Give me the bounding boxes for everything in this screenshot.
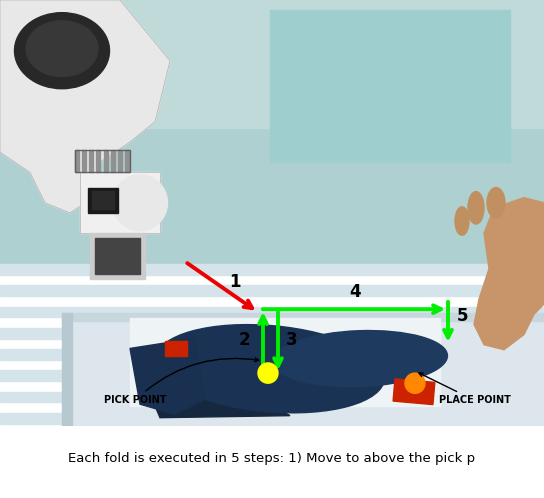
Bar [89, 150, 93, 172]
Ellipse shape [468, 192, 484, 224]
Bar [130, 318, 440, 405]
Polygon shape [474, 198, 544, 350]
Bar [62, 313, 72, 426]
Text: 2: 2 [238, 331, 250, 349]
Circle shape [258, 363, 278, 383]
Bar [90, 233, 145, 279]
Bar [0, 349, 544, 360]
Text: PICK POINT: PICK POINT [104, 358, 259, 405]
Bar [75, 150, 130, 172]
Ellipse shape [26, 21, 98, 77]
Bar [80, 172, 160, 233]
Text: 4: 4 [349, 283, 361, 301]
Text: PLACE POINT: PLACE POINT [419, 373, 511, 405]
Bar [0, 264, 544, 274]
Bar [0, 392, 544, 402]
Polygon shape [130, 338, 205, 414]
Bar [0, 328, 544, 339]
Text: 1: 1 [229, 273, 241, 291]
Text: Each fold is executed in 5 steps: 1) Move to above the pick p: Each fold is executed in 5 steps: 1) Mov… [69, 452, 475, 465]
Ellipse shape [156, 325, 385, 413]
Bar [0, 413, 544, 424]
Circle shape [405, 373, 425, 393]
Bar [125, 150, 129, 172]
Bar [88, 188, 118, 213]
Ellipse shape [15, 12, 109, 89]
Bar [82, 150, 86, 172]
Bar [0, 0, 544, 264]
Bar [62, 313, 544, 426]
Ellipse shape [113, 175, 168, 231]
Bar [62, 313, 544, 321]
Polygon shape [150, 394, 290, 418]
Ellipse shape [455, 207, 469, 235]
Bar [92, 191, 114, 209]
Bar [75, 150, 79, 172]
Polygon shape [0, 0, 170, 213]
Text: 5: 5 [456, 307, 468, 325]
Bar [0, 371, 544, 381]
Bar [96, 150, 101, 172]
Bar [0, 0, 544, 127]
Text: 3: 3 [286, 331, 298, 349]
Bar [165, 341, 187, 356]
Bar [270, 10, 510, 162]
Ellipse shape [487, 188, 505, 218]
Bar [103, 150, 108, 172]
Bar [393, 379, 435, 404]
Bar [111, 150, 115, 172]
Bar [95, 238, 140, 274]
Bar [118, 150, 122, 172]
Bar [0, 285, 544, 296]
Bar [0, 307, 544, 317]
Ellipse shape [273, 331, 448, 386]
Bar [80, 172, 160, 233]
